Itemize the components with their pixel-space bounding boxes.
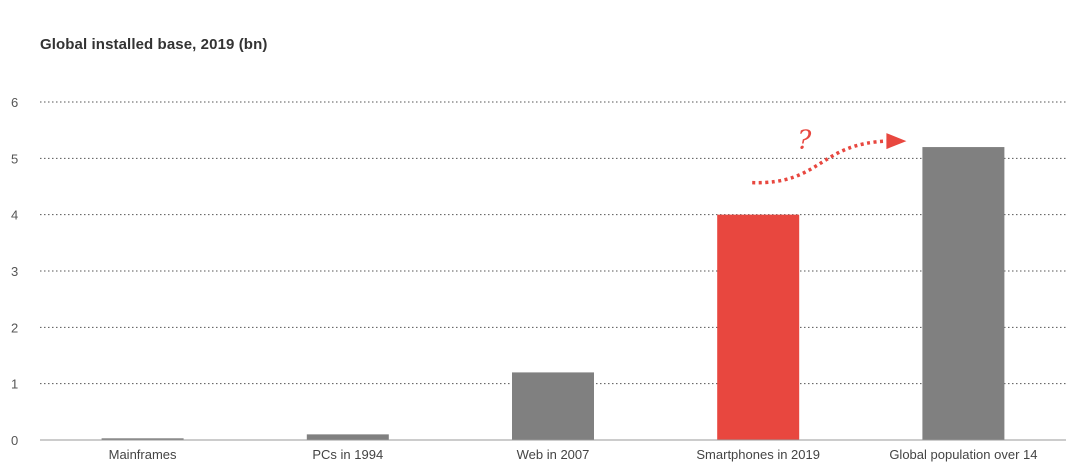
annotation-arrow-head <box>886 133 907 150</box>
y-axis-ticks: 0 1 2 3 4 5 6 <box>11 95 18 448</box>
bar-smartphones-in-2019 <box>717 214 800 440</box>
y-tick-label-5: 5 <box>11 151 18 166</box>
annotation-question-mark: ? <box>797 126 812 156</box>
bar-web-in-2007 <box>512 372 594 440</box>
x-axis-labels: Mainframes PCs in 1994 Web in 2007 Smartpho… <box>109 447 1038 462</box>
y-tick-label-3: 3 <box>11 264 18 279</box>
chart-title: Global installed base, 2019 (bn) <box>40 36 268 53</box>
x-tick-label-web-in-2007: Web in 2007 <box>517 447 590 462</box>
y-tick-label-0: 0 <box>11 433 18 448</box>
bars <box>101 147 1005 441</box>
grid-lines <box>40 101 1066 385</box>
x-tick-label-global-population-over-14: Global population over 14 <box>889 447 1037 462</box>
bar-mainframes <box>101 438 184 440</box>
y-tick-label-2: 2 <box>11 320 18 335</box>
y-tick-label-4: 4 <box>11 208 18 223</box>
bar-pcs-in-1994 <box>306 434 389 440</box>
x-tick-label-mainframes: Mainframes <box>109 447 177 462</box>
x-tick-label-pcs-in-1994: PCs in 1994 <box>312 447 383 462</box>
bar-global-population-over-14 <box>922 147 1005 441</box>
y-tick-label-6: 6 <box>11 95 18 110</box>
y-tick-label-1: 1 <box>11 377 18 392</box>
annotation-arrow-line <box>752 139 889 185</box>
x-tick-label-smartphones-in-2019: Smartphones in 2019 <box>696 447 820 462</box>
annotation: ? <box>752 126 907 185</box>
